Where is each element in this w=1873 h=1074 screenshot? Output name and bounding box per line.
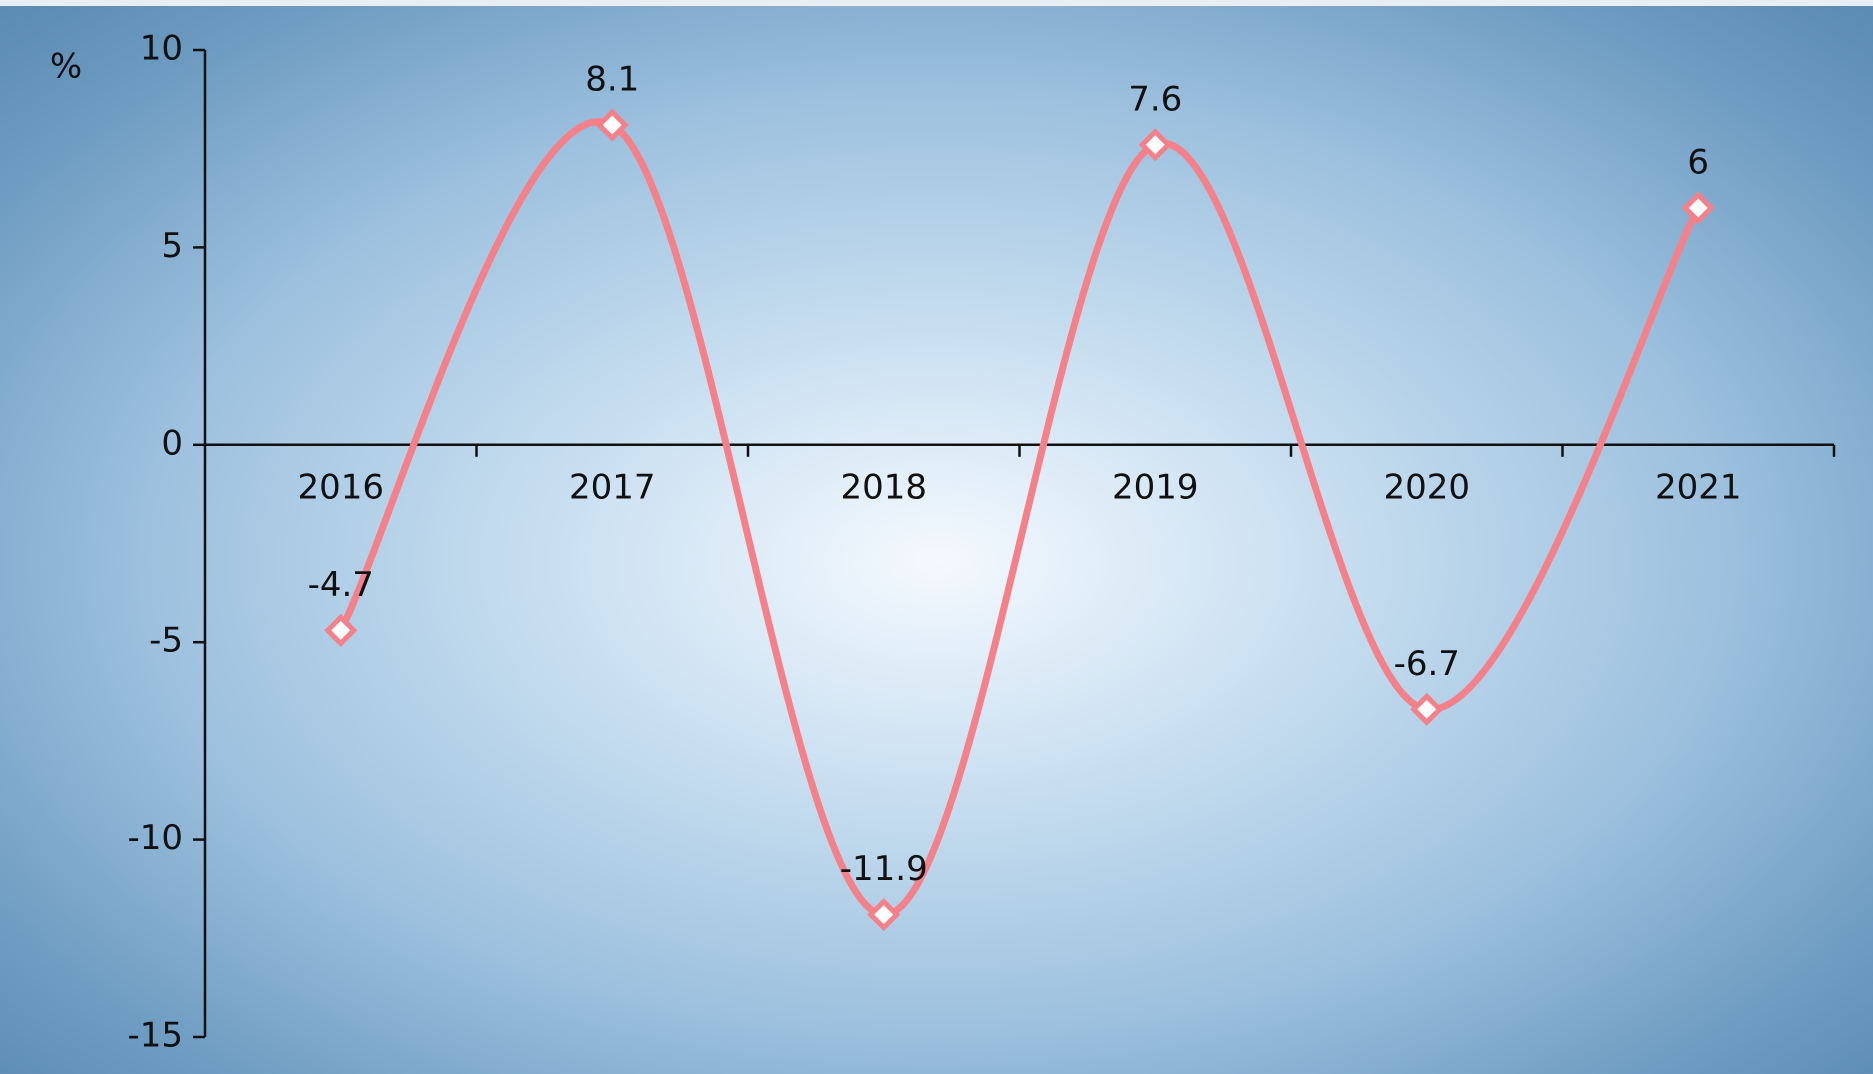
x-tick-label: 2016 (297, 467, 384, 507)
data-label: 7.6 (1128, 79, 1182, 119)
data-label: 6 (1687, 142, 1709, 182)
y-axis-label: % (50, 47, 82, 87)
marker (595, 108, 629, 142)
marker (1681, 191, 1715, 225)
marker (1138, 128, 1172, 162)
data-label: -6.7 (1394, 644, 1460, 684)
x-tick-label: 2017 (569, 467, 656, 507)
y-tick-label: -10 (127, 818, 183, 858)
line (337, 118, 1702, 919)
marker (324, 613, 358, 647)
chart: % -15 -10 -5 0 5 10 2016 2017 2018 2019 2020 2021 -4… (50, 29, 1836, 1056)
y-tick-label: -15 (127, 1016, 183, 1056)
x-tick-label: 2021 (1655, 467, 1742, 507)
data-label: -11.9 (840, 849, 928, 889)
y-tick-label: 5 (161, 226, 183, 266)
x-tick-label: 2019 (1112, 467, 1199, 507)
data-label: -4.7 (308, 565, 374, 605)
x-tick-label: 2020 (1383, 467, 1470, 507)
y-tick-label: -5 (149, 621, 183, 661)
x-tick-label: 2018 (840, 467, 927, 507)
marker (1410, 692, 1444, 726)
y-tick-label: 10 (140, 29, 183, 69)
data-label: 8.1 (585, 60, 639, 100)
y-tick-label: 0 (161, 423, 183, 463)
marker (867, 898, 901, 932)
